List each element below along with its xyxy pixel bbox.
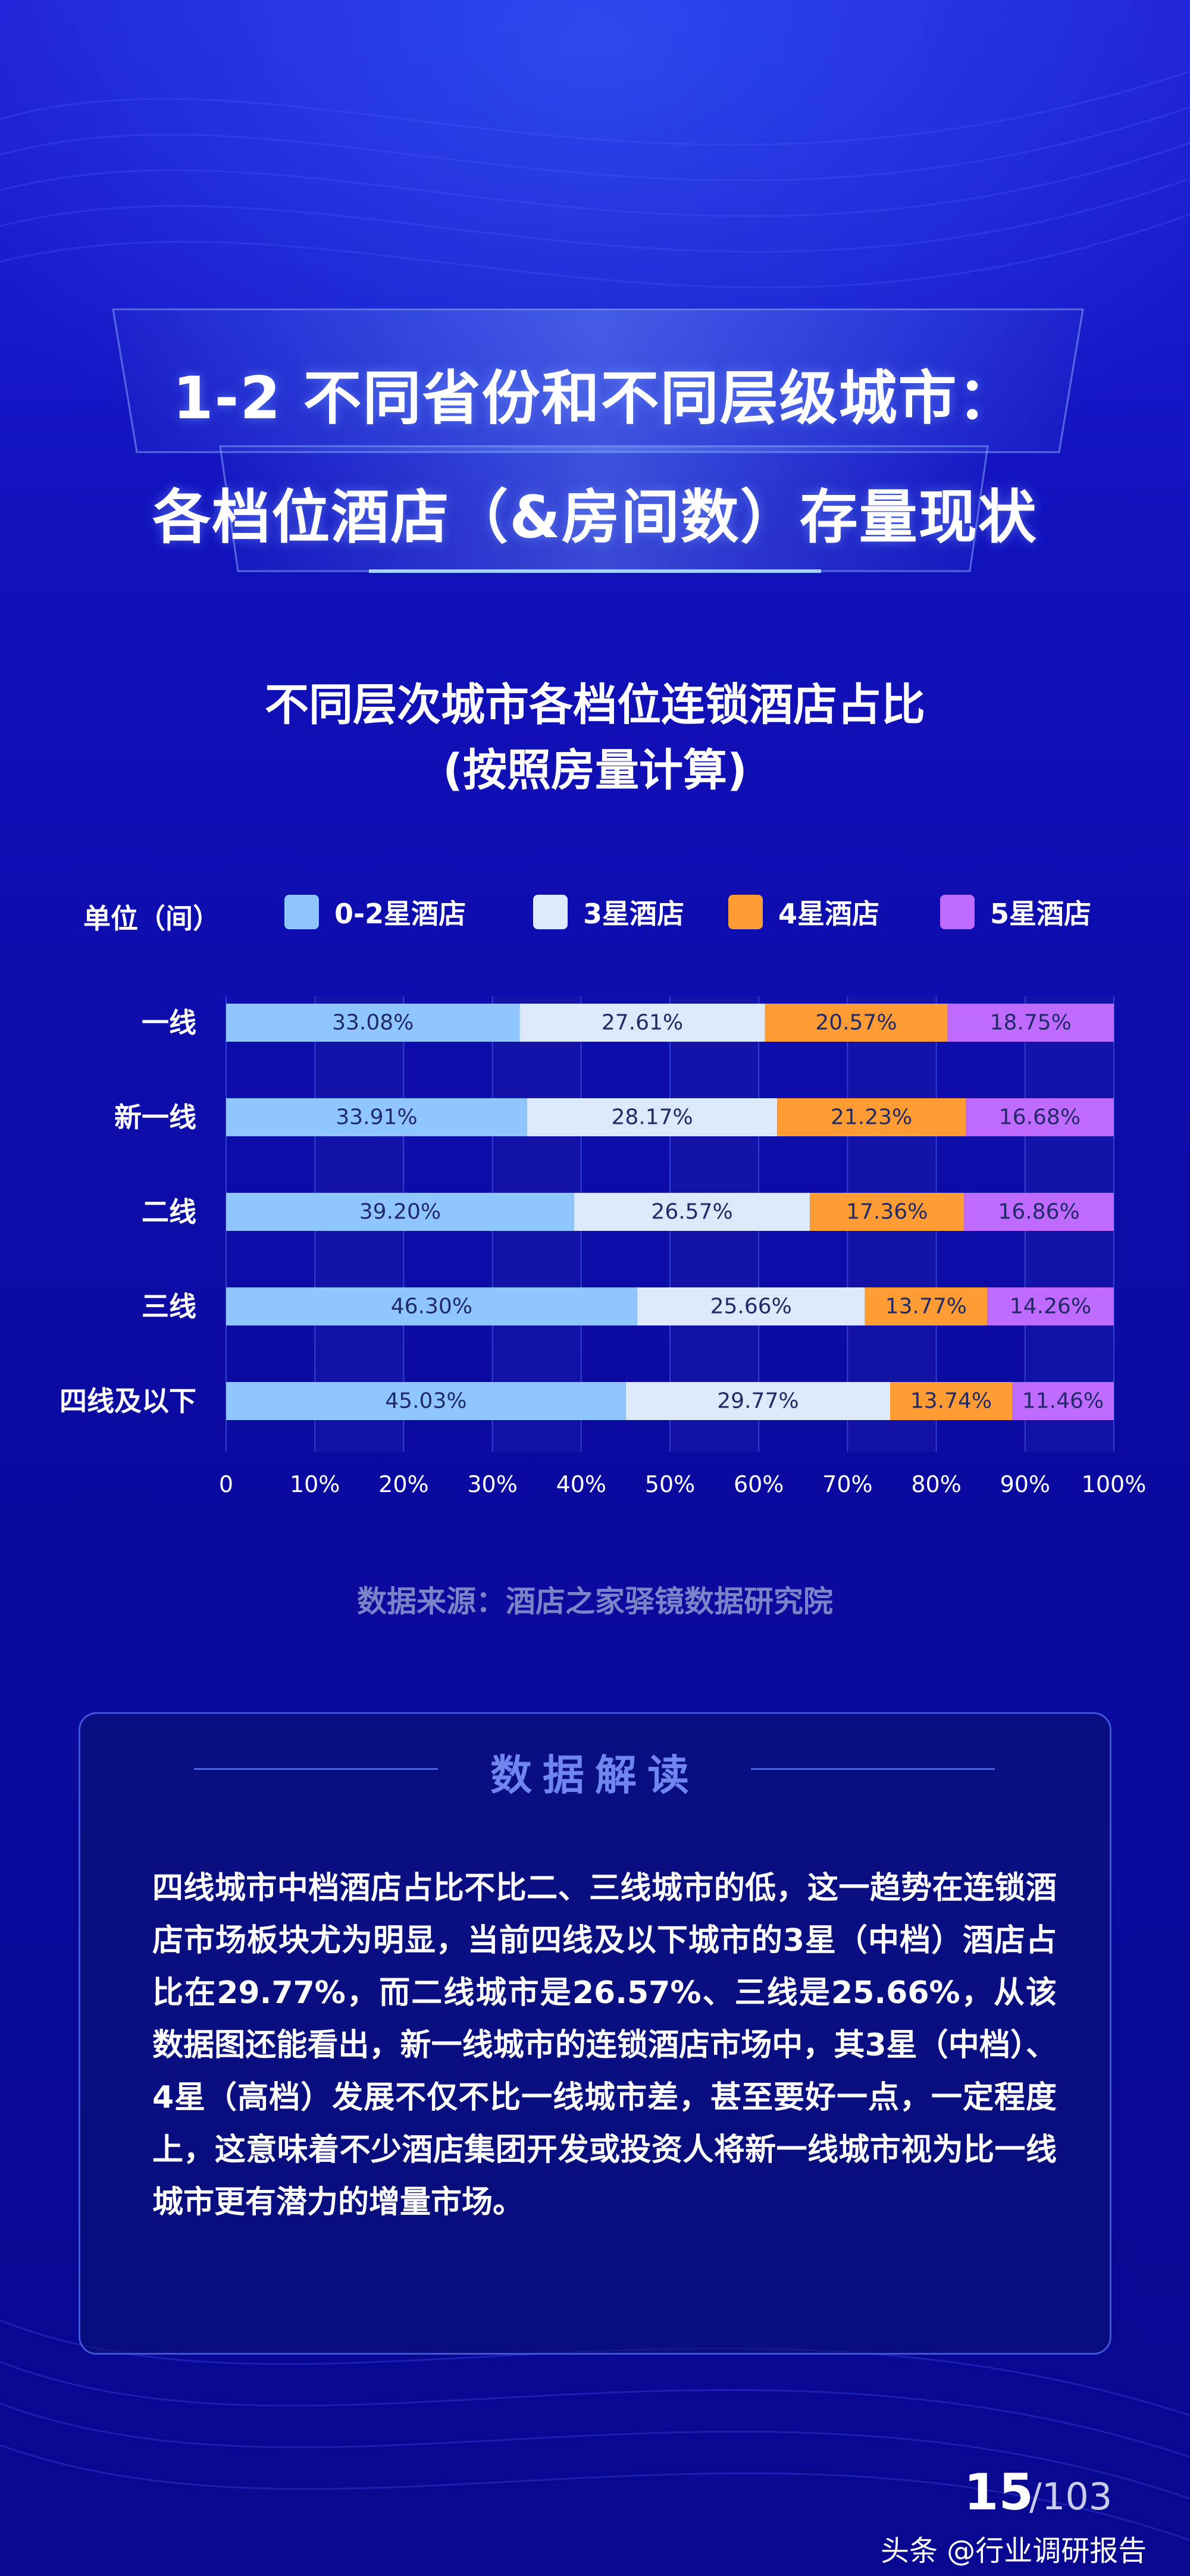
data-label: 20.57% [815,1011,897,1035]
category-label: 二线 [142,1196,196,1228]
legend-swatch-5-star [940,895,975,929]
bar-segment [947,1004,1114,1042]
bar-segment [637,1287,865,1325]
legend-item-3-star: 3星酒店 [533,892,684,932]
legend-label-0-2-star: 0-2星酒店 [334,898,466,930]
data-label: 45.03% [385,1389,466,1414]
legend-label-4-star: 4星酒店 [778,898,880,930]
legend-label-5-star: 5星酒店 [990,898,1092,930]
category-label: 新一线 [114,1101,196,1133]
stacked-bar-chart: 一线 33.08% 27.61% 20.57% 18.75% 新一线 33.91% 28.17… [60,996,1147,1497]
bar-segment [226,1193,574,1231]
bar-segment [965,1098,1114,1136]
data-label: 13.74% [910,1389,992,1414]
page-title-line1: 1-2 不同省份和不同层级城市： [173,365,1017,433]
bar-segment [810,1193,964,1231]
x-tick-label: 50% [645,1471,695,1497]
bar-segment [964,1193,1114,1231]
data-label: 13.77% [885,1295,967,1319]
bar-segment [226,1382,626,1420]
bar-segment [890,1382,1013,1420]
page-total: /103 [1029,2475,1113,2518]
bar-segment [226,1004,520,1042]
legend-swatch-3-star [533,895,568,929]
bar-segment [765,1004,948,1042]
x-tick-label: 40% [556,1471,606,1497]
bar-segment [574,1193,810,1231]
interpretation-text: 四线城市中档酒店占比不比二、三线城市的低，这一趋势在连锁酒店市场板块尤为明显，当… [152,1870,1057,2220]
data-label: 27.61% [602,1011,683,1035]
interpretation-rule-right [751,1768,995,1770]
data-label: 17.36% [846,1200,928,1224]
bar-segment [226,1098,527,1136]
bar-segment [777,1098,966,1136]
data-label: 25.66% [710,1295,792,1319]
interpretation-rule-left [194,1768,438,1770]
watermark: 头条 @行业调研报告 [881,2534,1147,2568]
data-label: 14.26% [1010,1295,1091,1319]
bar-segment [1012,1382,1114,1420]
x-tick-label: 80% [911,1471,961,1497]
x-tick-label: 20% [378,1471,428,1497]
data-label: 39.20% [359,1200,441,1224]
category-label: 一线 [142,1007,196,1039]
data-label: 18.75% [990,1011,1072,1035]
bar-segment [226,1287,637,1325]
chart-title-line1: 不同层次城市各档位连锁酒店占比 [265,679,925,731]
x-tick-label: 10% [290,1471,340,1497]
chart-title-line2: (按照房量计算) [443,745,747,796]
category-label: 三线 [142,1290,196,1323]
data-label: 21.23% [831,1105,912,1130]
bar-segment [865,1287,988,1325]
data-source: 数据来源：酒店之家驿镜数据研究院 [357,1584,833,1619]
data-label: 46.30% [391,1295,472,1319]
interpretation-panel [79,1712,1111,2355]
data-label: 16.86% [998,1200,1079,1224]
data-label: 16.68% [999,1105,1081,1130]
bar-segment [527,1098,778,1136]
x-tick-label: 90% [1000,1471,1050,1497]
interpretation-title: 数据解读 [490,1751,700,1800]
category-label: 四线及以下 [60,1385,196,1417]
legend-item-4-star: 4星酒店 [728,892,879,932]
data-label: 26.57% [651,1200,732,1224]
legend-item-5-star: 5星酒店 [940,892,1091,932]
bar-segment [987,1287,1114,1325]
data-label: 28.17% [611,1105,693,1130]
data-label: 11.46% [1022,1389,1104,1414]
x-tick-label: 60% [734,1471,784,1497]
x-tick-label: 30% [467,1471,517,1497]
legend-swatch-0-2-star [284,895,319,929]
legend-label-3-star: 3星酒店 [583,898,685,930]
legend-swatch-4-star [728,895,763,929]
legend-item-0-2-star: 0-2星酒店 [284,892,466,932]
data-label: 29.77% [717,1389,798,1414]
page-number: 15 [964,2463,1034,2521]
page-title-line2: 各档位酒店（&房间数）存量现状 [152,484,1038,551]
bar-segment [625,1382,891,1420]
x-tick-label: 100% [1082,1471,1147,1497]
bar-segment [519,1004,765,1042]
x-tick-label: 0 [219,1471,233,1497]
x-tick-label: 70% [822,1471,872,1497]
data-label: 33.91% [336,1105,417,1130]
legend-unit-label: 单位（间） [83,902,220,935]
data-label: 33.08% [332,1011,414,1035]
